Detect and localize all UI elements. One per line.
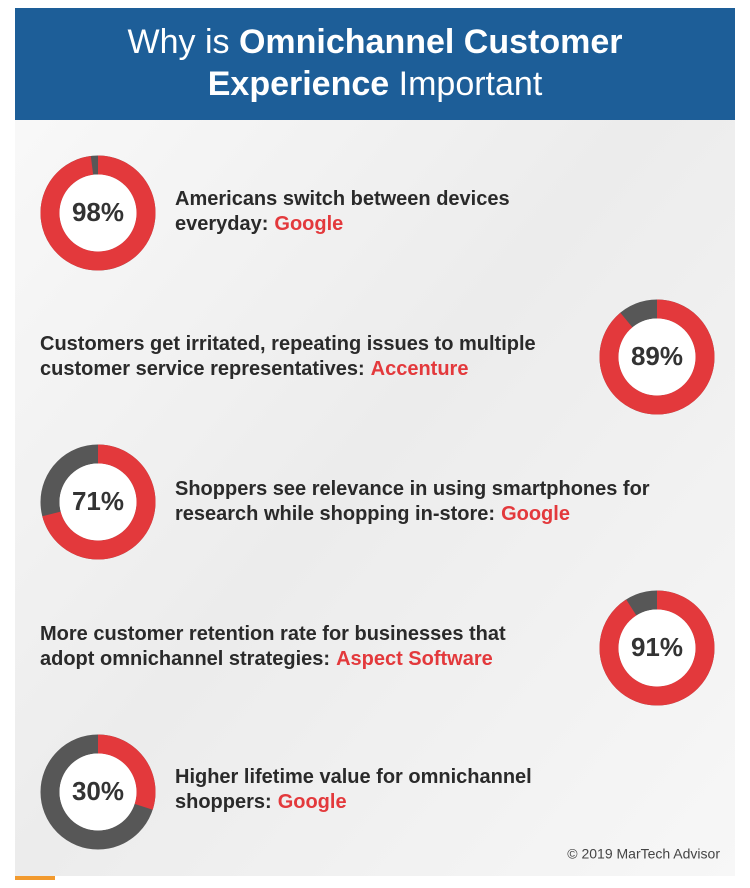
source: Google — [501, 503, 570, 525]
title-line-1: Why is Omnichannel Customer — [128, 23, 623, 61]
stat-line: Americans switch between devices — [175, 188, 510, 210]
stat-text: Shoppers see relevance in using smartpho… — [175, 478, 650, 500]
percent-label: 91% — [631, 632, 683, 662]
donut-arc — [42, 444, 156, 560]
stat-text: Americans switch between devices — [175, 188, 510, 210]
title-lead: Why is — [128, 23, 230, 61]
title-bold: Omnichannel Customer — [239, 23, 623, 61]
source: Google — [278, 791, 347, 813]
donut-hole — [618, 318, 696, 396]
percent-label: 89% — [631, 341, 683, 371]
stat-line: Higher lifetime value for omnichannel — [175, 766, 532, 788]
stat-text: More customer retention rate for busines… — [40, 623, 506, 645]
stat-text: Higher lifetime value for omnichannel — [175, 766, 532, 788]
stat-line: research while shopping in-store: — [175, 503, 495, 525]
donut-hole — [59, 753, 137, 831]
header-band — [15, 8, 735, 120]
title-tail: Important — [399, 65, 543, 103]
donut-arc — [40, 155, 156, 271]
donut-hole — [618, 609, 696, 687]
source: Accenture — [371, 358, 469, 380]
stat-line: Shoppers see relevance in using smartpho… — [175, 478, 650, 500]
donut-hole — [59, 174, 137, 252]
donut-arc — [97, 734, 156, 810]
background — [15, 8, 735, 876]
donut-hole — [59, 463, 137, 541]
stat-text: everyday: Google — [175, 213, 343, 235]
stat-text: adopt omnichannel strategies: Aspect Soft… — [40, 648, 493, 670]
stat-line: shoppers: — [175, 791, 272, 813]
stat-line: adopt omnichannel strategies: — [40, 648, 330, 670]
stat-text: Customers get irritated, repeating issue… — [40, 333, 536, 355]
title-line-2: Experience Important — [208, 65, 543, 103]
stat-text: research while shopping in-store: Google — [175, 503, 570, 525]
footer: © 2019 MarTech Advisor — [567, 846, 720, 862]
accent-bar — [15, 876, 55, 880]
title-bold: Experience — [208, 65, 389, 103]
donut-arc — [599, 299, 715, 415]
stat-line: everyday: — [175, 213, 268, 235]
stat-text: customer service representatives: Accentu… — [40, 358, 468, 380]
percent-label: 71% — [72, 486, 124, 516]
percent-label: 30% — [72, 776, 124, 806]
stat-line: customer service representatives: — [40, 358, 365, 380]
stat-line: More customer retention rate for busines… — [40, 623, 506, 645]
source: Aspect Software — [336, 648, 493, 670]
stat-text: shoppers: Google — [175, 791, 347, 813]
source: Google — [274, 213, 343, 235]
percent-label: 98% — [72, 197, 124, 227]
stat-line: Customers get irritated, repeating issue… — [40, 333, 536, 355]
donut-arc — [599, 590, 715, 706]
